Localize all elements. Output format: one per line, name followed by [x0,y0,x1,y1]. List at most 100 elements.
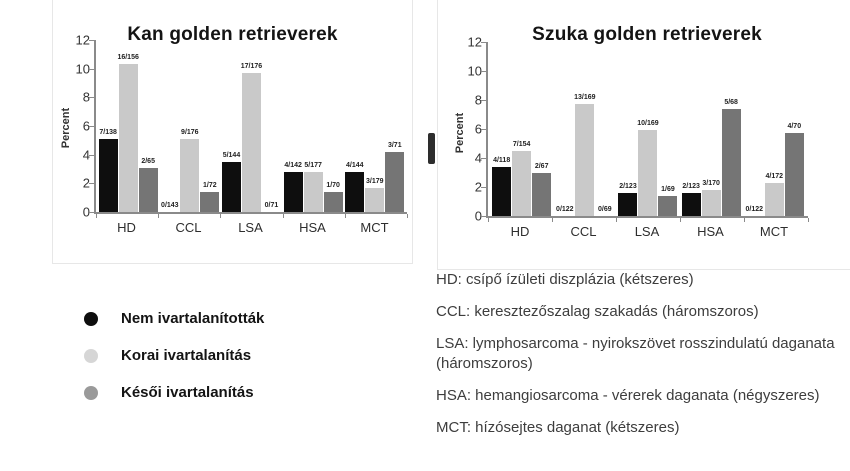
bar-late-mct: 4/70 [784,123,804,216]
bar-value-label: 2/123 [682,182,700,190]
y-tick-label: 10 [467,63,482,79]
bar-intact-hsa: 2/123 [681,183,701,216]
bar-value-label: 1/72 [203,181,217,189]
bar-group-hd: 7/138 16/156 2/65 [98,40,158,212]
x-axis-label-ccl: CCL [570,224,597,239]
x-tick-mark [616,218,617,222]
y-tick-mark [89,154,94,156]
bar-group-hd: 4/118 7/154 2/67 [492,42,552,216]
y-tick-label: 12 [75,32,90,48]
bar-value-label: 0/71 [264,202,279,209]
legend-label: Korai ivartalanítás [121,347,252,364]
y-tick-label: 8 [474,92,482,108]
y-tick-mark [481,71,486,72]
legend-swatch-light-gray [84,348,98,363]
x-tick-mark [488,218,489,222]
x-tick-mark [808,218,809,222]
y-tick-label: 0 [474,208,482,224]
bar-intact-mct: 4/144 [345,162,365,212]
y-tick-label: 8 [82,89,90,105]
chart-title-male: Kan golden retrieverek [127,23,338,45]
y-tick-label: 2 [82,175,90,191]
bar-value-label: 4/70 [787,123,802,131]
bar-group-hsa: 4/142 5/177 1/70 [283,40,343,212]
scrollbar-thumb[interactable] [428,133,435,164]
x-axis-label-lsa: LSA [634,224,660,239]
definition-lsa: LSA: lymphosarcoma - nyirokszövet rosszi… [436,335,835,372]
bar-early-ccl: 13/169 [574,94,596,216]
x-tick-mark [552,218,553,222]
definition-mct: MCT: hízósejtes daganat (kétszeres) [436,418,680,436]
bar-value-label: 7/138 [99,128,117,136]
y-tick-label: 4 [82,147,90,163]
bar-value-label: 0/69 [598,206,612,213]
y-tick-label: 0 [82,204,90,220]
x-axis-label-mct: MCT [759,224,789,239]
bar-intact-hd: 7/138 [98,129,118,212]
bar-value-label: 17/176 [240,62,263,70]
legend-swatch-black [84,311,98,326]
bar-value-label: 3/179 [366,177,384,185]
x-tick-mark [96,214,97,218]
legend-label: Késői ivartalanítás [121,384,254,401]
bar-value-label: 2/65 [141,157,155,165]
bar-value-label: 3/170 [702,179,720,187]
y-tick-mark [89,212,94,213]
x-tick-mark [680,218,681,222]
bar-late-hd: 2/67 [532,163,552,216]
y-tick-label: 10 [75,61,90,77]
y-tick-mark [89,40,94,41]
bar-early-lsa: 17/176 [241,63,262,212]
y-tick-mark [89,97,94,99]
abbreviation-definitions: HD: csípő ízületi diszplázia (kétszeres)… [436,270,838,450]
definition-hd: HD: csípő ízületi diszplázia (kétszeres) [436,271,694,288]
bar-late-ccl: 1/72 [200,182,220,212]
y-tick-mark [481,216,486,217]
bar-value-label: 4/142 [284,161,302,169]
bar-early-hsa: 5/177 [303,162,323,212]
x-tick-mark [744,218,745,222]
bar-group-ccl: 0/143 9/176 1/72 [160,40,220,212]
legend-swatch-dark-gray [84,385,98,400]
y-tick-mark [481,100,486,102]
bar-group-mct: 4/144 3/179 3/71 [345,40,405,212]
bar-late-hsa: 1/70 [323,182,343,212]
bar-early-mct: 3/179 [365,178,385,212]
plot-area: 0 2 4 6 8 10 12 4/118 7/154 2/67 0/122 13/169 0/69 2/… [468,36,809,223]
legend-label: Nem ivartalanították [121,310,265,327]
bar-value-label: 5/144 [222,151,241,159]
x-axis-label-hd: HD [117,220,136,235]
definition-hsa: HSA: hemangiosarcoma - vérerek daganata … [436,386,820,404]
bar-late-hsa: 5/68 [721,99,741,216]
bar-value-label: 1/70 [326,181,340,189]
y-tick-mark [89,126,94,127]
bar-value-label: 5/68 [724,98,738,106]
bar-value-label: 9/176 [181,128,199,136]
bar-early-lsa: 10/169 [637,120,659,216]
legend-item-intact: Nem ivartalanították [84,300,264,337]
bar-late-lsa: 1/69 [658,186,678,216]
plot-area: 0 2 4 6 8 10 12 7/138 16/156 2/65 0/143 9/176 1/72 5/… [76,34,408,219]
bar-value-label: 0/122 [556,206,574,213]
y-tick-mark [481,42,486,43]
bar-early-hsa: 3/170 [701,180,721,216]
bar-group-ccl: 0/122 13/169 0/69 [555,42,614,216]
bar-late-mct: 3/71 [385,142,405,212]
bar-value-label: 4/172 [765,172,784,180]
y-tick-label: 6 [82,118,90,134]
x-axis-labels: HD CCL LSA HSA MCT [486,224,808,239]
bar-value-label: 2/123 [619,182,637,190]
y-tick-label: 6 [474,121,482,137]
legend-item-late-neuter: Késői ivartalanítás [84,374,264,411]
y-tick-label: 12 [467,34,482,50]
x-tick-mark [344,214,346,218]
bar-group-lsa: 5/144 17/176 0/71 [221,40,281,212]
x-axis-labels: HD CCL LSA HSA MCT [94,220,407,235]
bar-early-hd: 7/154 [512,141,532,216]
x-tick-mark [407,214,408,218]
y-tick-label: 4 [474,150,482,166]
bar-value-label: 3/71 [387,141,402,149]
y-tick-mark [481,129,486,130]
bar-group-lsa: 2/123 10/169 1/69 [618,42,678,216]
